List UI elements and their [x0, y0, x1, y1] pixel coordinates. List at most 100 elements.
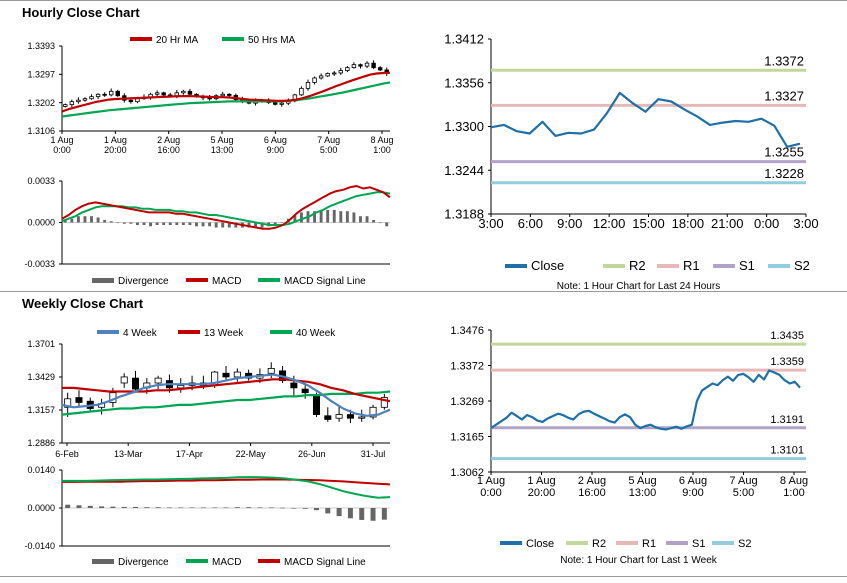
weekly-candle — [132, 377, 140, 390]
hourly-24h-legend-r1-label: R1 — [683, 258, 700, 273]
hourly-candles-x-tick-label: 20:00 — [104, 145, 127, 155]
hourly-divergence-bar — [103, 219, 107, 223]
weekly-divergence-bar — [110, 506, 116, 508]
hourly-divergence-bar — [313, 211, 317, 223]
weekly-candle — [312, 394, 320, 415]
hourly-24h-level-label-r2: 1.3372 — [764, 53, 804, 68]
weekly-divergence-bar — [155, 507, 161, 508]
hourly-divergence-bar — [280, 222, 284, 224]
section-divider — [0, 291, 847, 292]
hourly-divergence-bar — [227, 222, 231, 228]
hourly-candle — [345, 67, 350, 71]
hourly-divergence-bar — [372, 219, 376, 223]
hourly-divergence-bar — [195, 222, 198, 227]
hourly-divergence-bar — [339, 211, 343, 223]
weekly-divergence-bar — [212, 507, 218, 509]
hourly-candles-x-tick-label: 5 Aug — [210, 135, 233, 145]
hourly-divergence-bar — [181, 222, 185, 226]
hourly-candle — [332, 72, 337, 75]
hourly-24h-x-tick-label: 9:00 — [557, 216, 582, 231]
hourly-divergence-bar — [83, 216, 87, 223]
weekly-candle — [267, 368, 275, 374]
hourly-divergence-bar — [96, 217, 100, 223]
hourly-divergence-bar — [90, 216, 93, 223]
hourly-week-x-tick-label: 2 Aug — [578, 475, 606, 487]
weekly-macd-line — [62, 476, 391, 499]
weekly-candles-x-tick-label: 22-May — [236, 449, 267, 459]
legend-macd-label: MACD — [212, 276, 241, 287]
weekly-divergence-bar — [246, 507, 252, 508]
hourly-candles-x-tick-label: 16:00 — [157, 145, 180, 155]
hourly-candle — [128, 99, 134, 103]
hourly-week-x-tick-label: 6 Aug — [679, 475, 707, 487]
hourly-candle — [338, 70, 344, 74]
hourly-macd-y-tick-label: -0.0033 — [24, 259, 55, 269]
weekly-candles-x-tick-label: 6-Feb — [55, 449, 79, 459]
weekly-divergence-bar — [234, 507, 240, 508]
hourly-24h-x-tick-label: 6:00 — [518, 216, 543, 231]
hourly-candle — [95, 93, 101, 98]
weekly-divergence-bar — [65, 504, 71, 508]
hourly-divergence-bar — [70, 218, 74, 223]
hourly-divergence-bar — [273, 222, 277, 226]
hourly-week-legend-s2-label: S2 — [738, 538, 751, 550]
hourly-week-level-label-s2: 1.3101 — [770, 445, 804, 457]
hourly-divergence-bar — [122, 222, 126, 224]
hourly-macd-y-tick-label: 0.0000 — [27, 218, 55, 228]
hourly-candle — [220, 93, 225, 97]
hourly-24h-legend-s2-label: S2 — [794, 258, 810, 273]
hourly-divergence-bar — [168, 222, 172, 226]
hourly-week-y-tick-label: 1.3372 — [450, 360, 484, 372]
hourly-week-x-tick-label: 13:00 — [629, 487, 657, 499]
ma-20hr-line — [61, 71, 391, 113]
hourly-candles-x-tick-label: 1 Aug — [104, 135, 127, 145]
weekly-divergence-bar — [370, 508, 376, 521]
hourly-24h-x-tick-label: 18:00 — [672, 216, 705, 231]
hourly-divergence-bar — [149, 222, 153, 227]
hourly-candle — [154, 92, 160, 95]
hourly-24h-level-label-r1: 1.3327 — [764, 88, 804, 103]
hourly-week-x-tick-label: 5:00 — [733, 487, 754, 499]
weekly-divergence-bar — [257, 507, 263, 509]
hourly-divergence-bar — [332, 209, 336, 223]
top-divider — [0, 0, 847, 1]
hourly-week-legend-r1-label: R1 — [642, 538, 656, 550]
weekly-macd-signal-line — [62, 478, 391, 486]
hourly-week-x-tick-label: 1 Aug — [527, 475, 555, 487]
weekly-divergence-bar — [280, 507, 286, 509]
legend-50hrs-ma-label: 50 Hrs MA — [248, 35, 296, 46]
hourly-week-x-tick-label: 8 Aug — [780, 475, 808, 487]
hourly-divergence-bar — [135, 222, 139, 226]
hourly-24h-x-tick-label: 12:00 — [593, 216, 626, 231]
hourly-divergence-bar — [359, 216, 362, 223]
hourly-candles-y-tick-label: 1.3297 — [27, 69, 55, 79]
hourly-candle — [69, 101, 75, 106]
weekly-candle — [120, 376, 128, 384]
hourly-candle — [358, 64, 363, 67]
weekly-candle — [177, 385, 185, 389]
hourly-divergence-bar — [234, 222, 238, 228]
ma-4-week-line — [61, 373, 391, 417]
weekly-candle — [75, 397, 83, 403]
hourly-week-legend-r2-label: R2 — [592, 538, 606, 550]
hourly-24h-note: Note: 1 Hour Chart for Last 24 Hours — [557, 281, 720, 292]
hourly-week-legend-s1-label: S1 — [692, 538, 705, 550]
hourly-candle — [364, 62, 370, 67]
legend-divergence-swatch — [92, 278, 114, 283]
hourly-24h-x-tick-label: 21:00 — [711, 216, 744, 231]
hourly-24h-y-tick-label: 1.3244 — [444, 163, 484, 178]
hourly-candle — [76, 99, 81, 103]
hourly-24h-close-line — [490, 91, 801, 148]
hourly-candles-x-tick-label: 1 Aug — [50, 135, 73, 145]
hourly-divergence-bar — [201, 222, 205, 227]
hourly-candles-x-tick-label: 6 Aug — [264, 135, 287, 145]
weekly-divergence-bar — [99, 506, 105, 508]
hourly-candle — [187, 90, 193, 95]
hourly-divergence-bar — [129, 222, 133, 224]
hourly-week-x-tick-label: 1:00 — [783, 487, 804, 499]
weekly-candle — [233, 371, 241, 378]
weekly-divergence-bar — [291, 508, 297, 509]
hourly-candle — [371, 62, 376, 69]
hourly-divergence-bar — [378, 222, 382, 224]
